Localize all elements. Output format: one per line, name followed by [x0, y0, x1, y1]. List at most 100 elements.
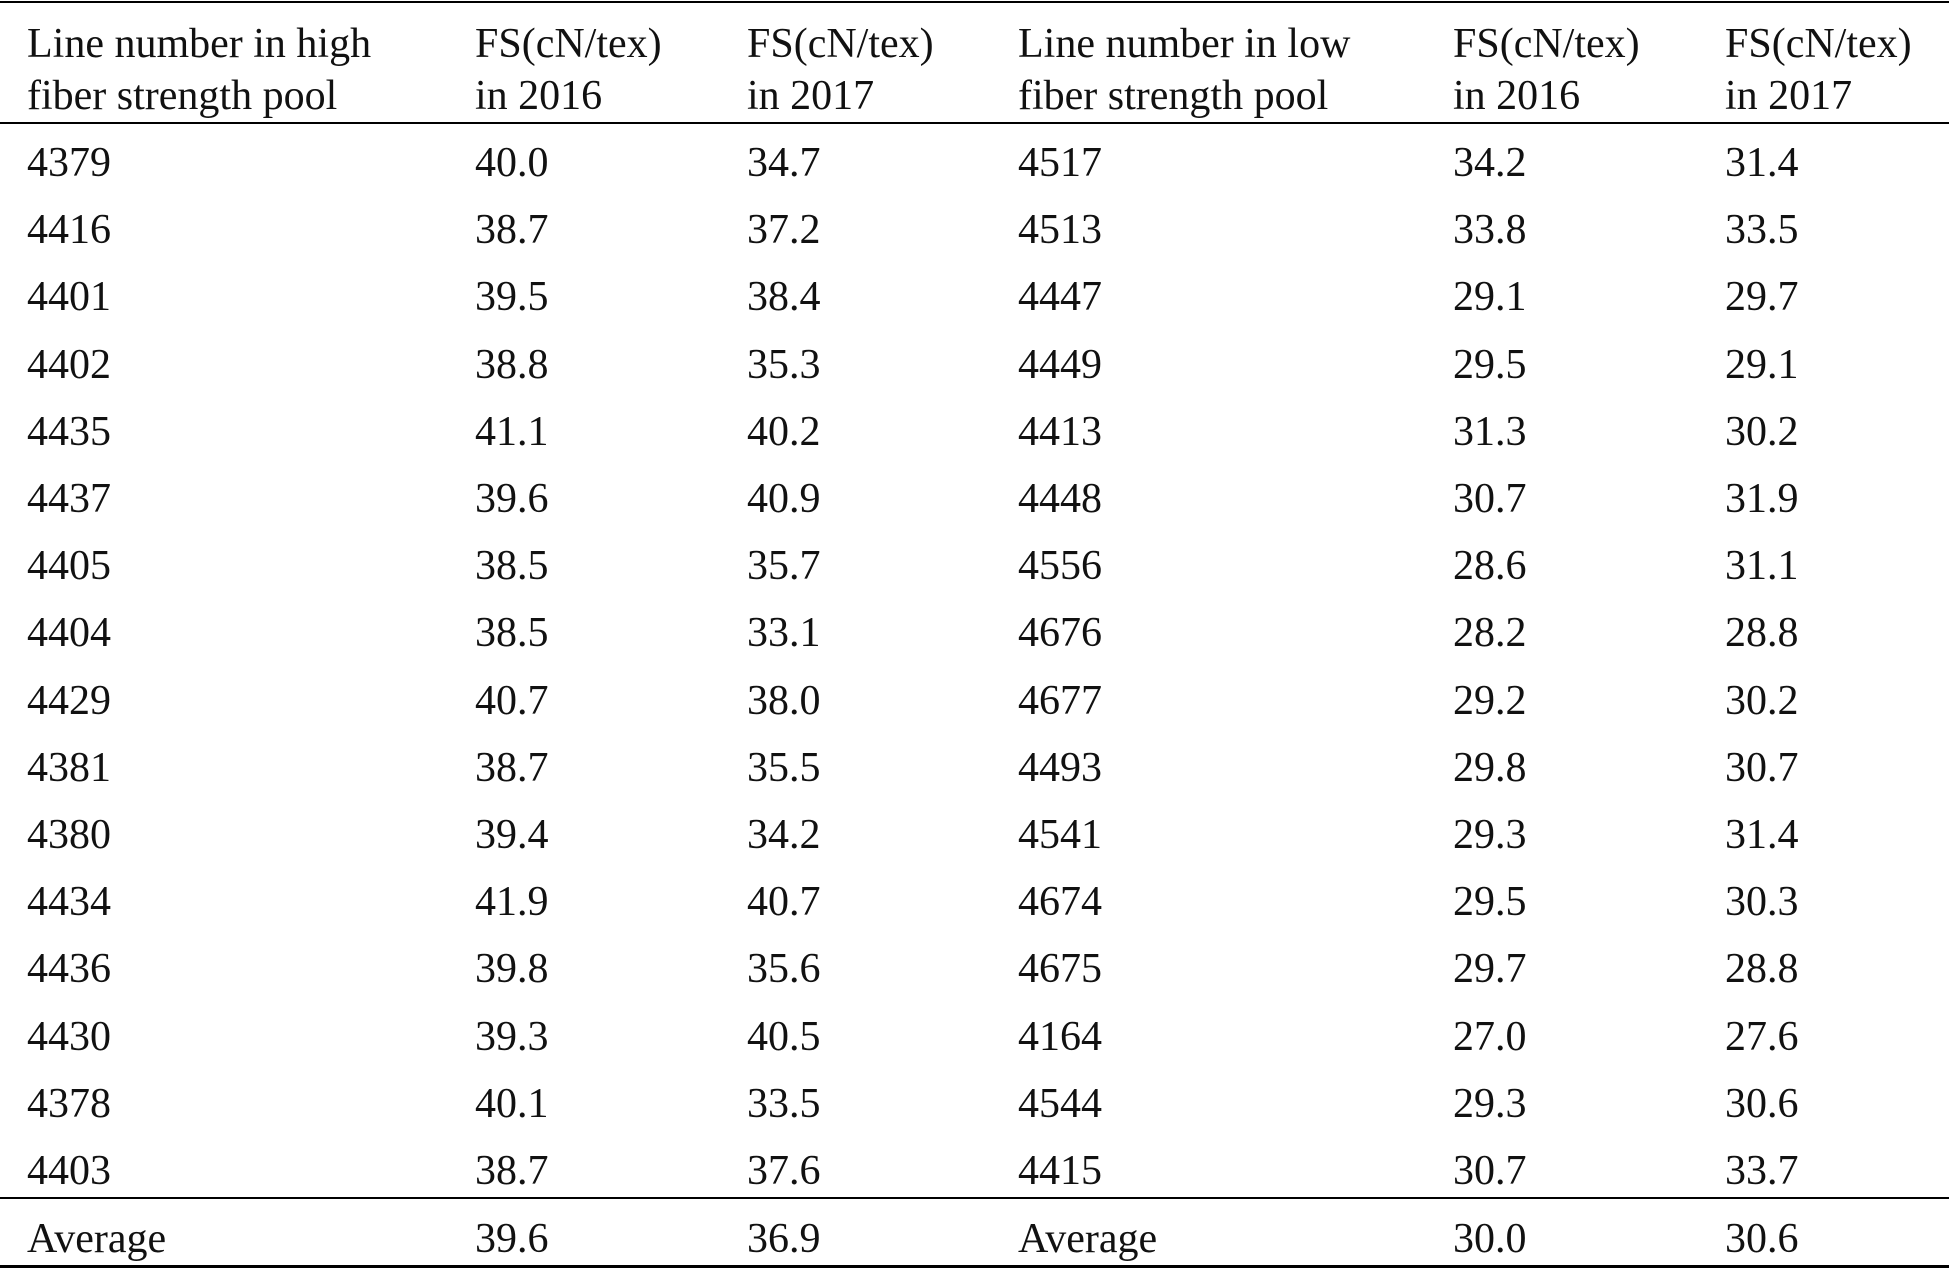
table-cell: 30.7: [1453, 476, 1527, 522]
table-cell: 35.6: [747, 946, 821, 993]
table-cell: 4164: [1018, 1013, 1102, 1060]
table-cell: 35.3: [747, 341, 821, 388]
table-cell: 28.2: [1453, 610, 1527, 657]
table-cell: 30.2: [1725, 677, 1799, 724]
table-cell: 4404: [27, 610, 111, 657]
table-cell: 4675: [1018, 946, 1102, 993]
table-cell: 31.4: [1725, 812, 1799, 858]
table-cell: 38.7: [475, 207, 549, 254]
header-cell: FS(cN/tex): [747, 21, 934, 67]
table-cell: 39.6: [475, 476, 549, 522]
table-cell: 39.4: [475, 812, 549, 858]
table-cell: 30.7: [1725, 744, 1799, 791]
table-cell: 31.9: [1725, 476, 1799, 522]
table-cell: 40.2: [747, 408, 821, 455]
table-cell: 27.0: [1453, 1013, 1527, 1060]
table-cell: 34.2: [1453, 140, 1527, 186]
header-cell: fiber strength pool: [27, 73, 338, 119]
table-cell: 4493: [1018, 744, 1102, 791]
table-cell: 38.5: [475, 610, 549, 657]
footer-cell: 39.6: [475, 1216, 549, 1262]
table-cell: 37.2: [747, 207, 821, 254]
table-cell: 29.5: [1453, 341, 1527, 388]
table-cell: 4402: [27, 341, 111, 388]
table-cell: 38.4: [747, 274, 821, 321]
table-cell: 40.7: [747, 879, 821, 926]
table-cell: 4556: [1018, 543, 1102, 590]
footer-cell: 30.6: [1725, 1216, 1799, 1262]
footer-cell: Average: [27, 1216, 167, 1262]
table-cell: 38.7: [475, 1148, 549, 1194]
table-cell: 4401: [27, 274, 111, 321]
table-cell: 41.1: [475, 408, 549, 455]
table-cell: 4405: [27, 543, 111, 590]
table-cell: 29.5: [1453, 879, 1527, 926]
header-cell: in 2016: [1453, 73, 1581, 119]
table-cell: 33.7: [1725, 1148, 1799, 1194]
table-cell: 4448: [1018, 476, 1102, 522]
table-cell: 38.5: [475, 543, 549, 590]
bottom-rule: [0, 1265, 1949, 1268]
table-cell: 29.8: [1453, 744, 1527, 791]
table-cell: 40.7: [475, 677, 549, 724]
table-cell: 37.6: [747, 1148, 821, 1194]
header-cell: FS(cN/tex): [1453, 21, 1640, 67]
table-cell: 39.3: [475, 1013, 549, 1060]
table-cell: 28.8: [1725, 610, 1799, 657]
table-cell: 30.7: [1453, 1148, 1527, 1194]
header-cell: FS(cN/tex): [1725, 21, 1912, 67]
footer-rule: [0, 1197, 1949, 1199]
header-rule: [0, 122, 1949, 124]
table-cell: 30.3: [1725, 879, 1799, 926]
table-cell: 4380: [27, 812, 111, 858]
table-cell: 34.2: [747, 812, 821, 858]
table-cell: 4447: [1018, 274, 1102, 321]
table-cell: 4430: [27, 1013, 111, 1060]
table-cell: 29.7: [1453, 946, 1527, 993]
footer-cell: Average: [1018, 1216, 1158, 1262]
table-cell: 4449: [1018, 341, 1102, 388]
table-cell: 35.7: [747, 543, 821, 590]
header-cell: in 2017: [747, 73, 875, 119]
table-cell: 4513: [1018, 207, 1102, 254]
top-rule: [0, 1, 1949, 3]
table-cell: 29.2: [1453, 677, 1527, 724]
header-cell: FS(cN/tex): [475, 21, 662, 67]
table-cell: 31.4: [1725, 140, 1799, 186]
table-cell: 29.1: [1725, 341, 1799, 388]
table-cell: 29.7: [1725, 274, 1799, 321]
table-cell: 40.9: [747, 476, 821, 522]
header-cell: in 2017: [1725, 73, 1853, 119]
table-cell: 33.5: [1725, 207, 1799, 254]
table-cell: 34.7: [747, 140, 821, 186]
table-cell: 38.0: [747, 677, 821, 724]
table-cell: 4437: [27, 476, 111, 522]
table-cell: 29.3: [1453, 1080, 1527, 1127]
table-cell: 29.3: [1453, 812, 1527, 858]
table-cell: 4677: [1018, 677, 1102, 724]
footer-cell: 36.9: [747, 1216, 821, 1262]
table-cell: 39.8: [475, 946, 549, 993]
table-cell: 27.6: [1725, 1013, 1799, 1060]
table-cell: 4415: [1018, 1148, 1102, 1194]
header-cell: Line number in low: [1018, 21, 1351, 67]
table-cell: 4434: [27, 879, 111, 926]
table-cell: 4674: [1018, 879, 1102, 926]
header-cell: fiber strength pool: [1018, 73, 1329, 119]
table-cell: 38.8: [475, 341, 549, 388]
table-cell: 4676: [1018, 610, 1102, 657]
table-cell: 30.6: [1725, 1080, 1799, 1127]
table-cell: 4517: [1018, 140, 1102, 186]
footer-cell: 30.0: [1453, 1216, 1527, 1262]
table-cell: 4429: [27, 677, 111, 724]
table-cell: 4381: [27, 744, 111, 791]
table-cell: 41.9: [475, 879, 549, 926]
table-cell: 4378: [27, 1080, 111, 1127]
table-cell: 30.2: [1725, 408, 1799, 455]
table-cell: 4416: [27, 207, 111, 254]
table-cell: 33.5: [747, 1080, 821, 1127]
header-cell: Line number in high: [27, 21, 372, 67]
table-cell: 33.8: [1453, 207, 1527, 254]
table-cell: 31.3: [1453, 408, 1527, 455]
table-cell: 40.0: [475, 140, 549, 186]
